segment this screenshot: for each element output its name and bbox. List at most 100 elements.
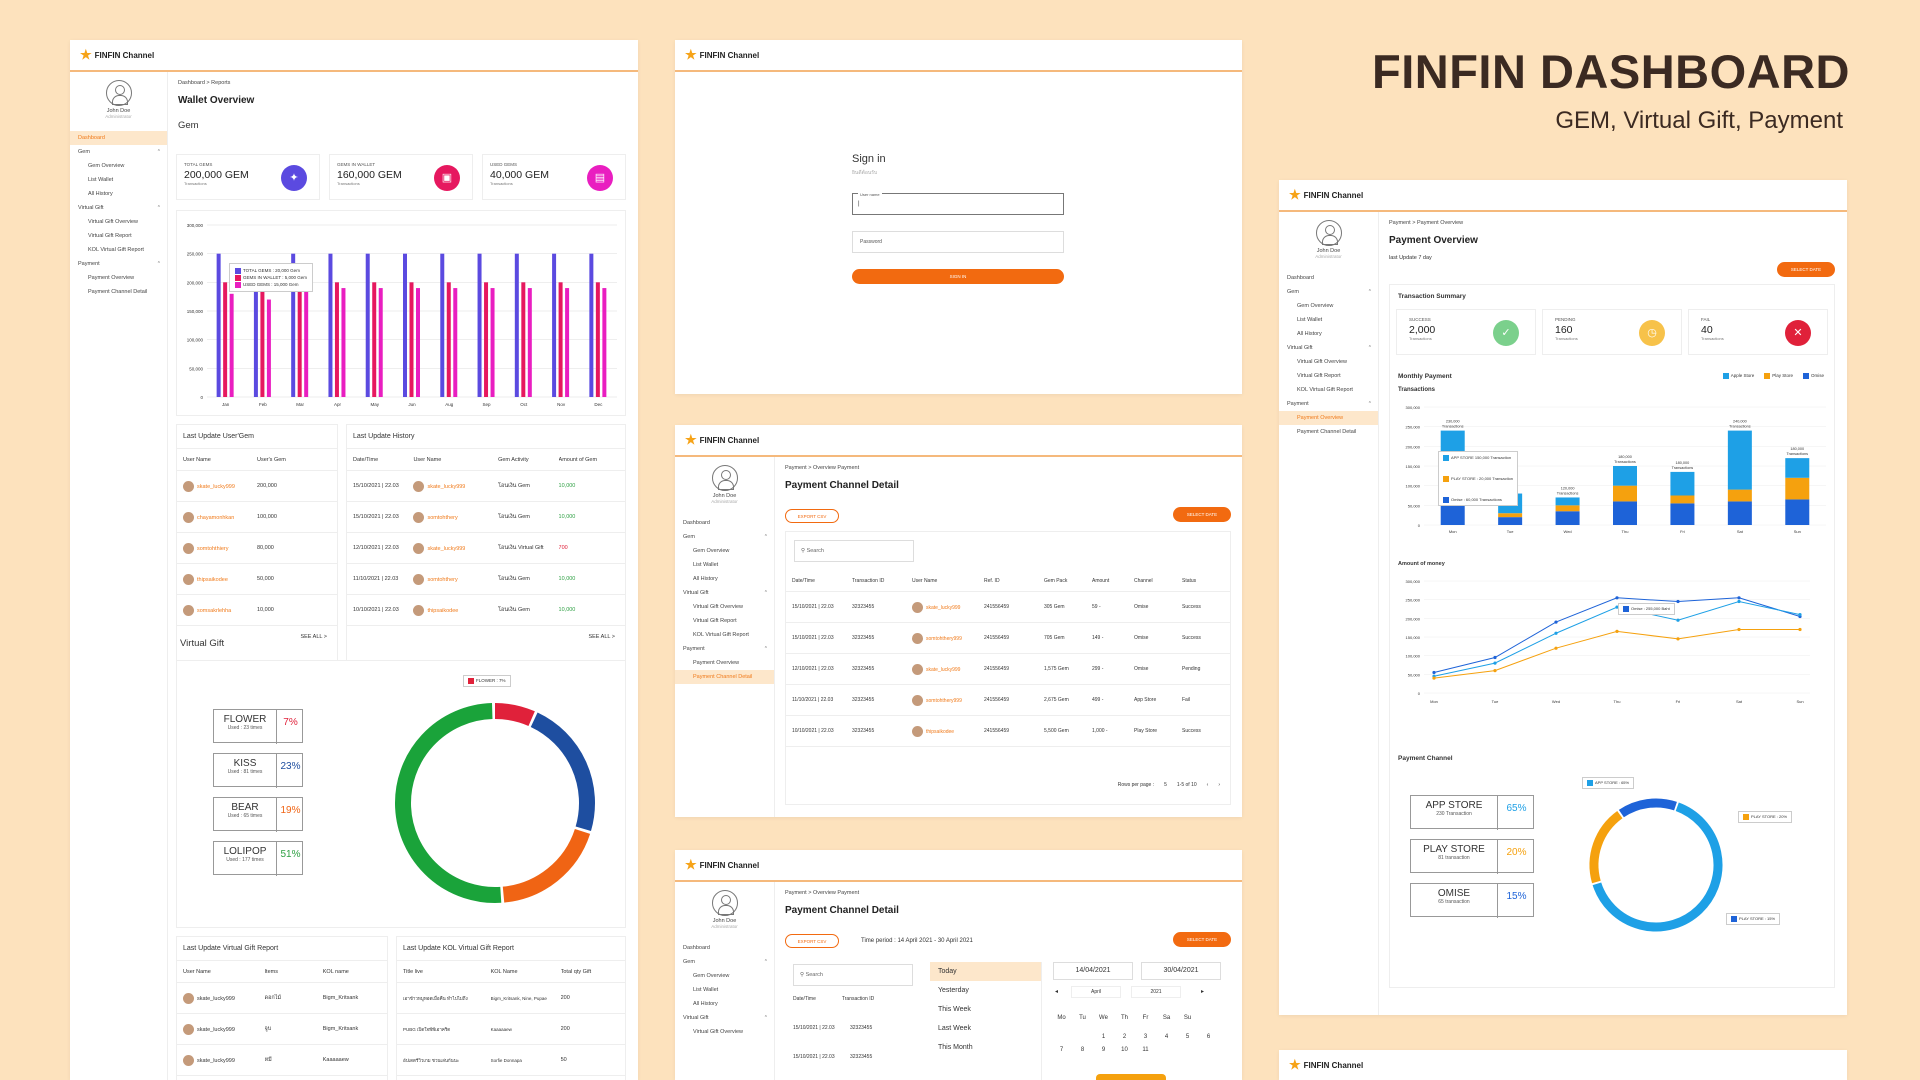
select-date-button[interactable]: SELECT DATE — [1777, 262, 1835, 277]
nav-vg-overview[interactable]: Virtual Gift Overview — [1297, 359, 1348, 365]
calendar-day[interactable]: 7 — [1059, 1047, 1064, 1053]
export-csv-button[interactable]: EXPORT CSV — [785, 509, 839, 523]
nav-all-history[interactable]: All History — [693, 576, 718, 582]
nav-vg-overview[interactable]: Virtual Gift Overview — [693, 604, 744, 610]
nav-payment[interactable]: Payment ⌃ — [1279, 397, 1378, 411]
col-header[interactable]: Transaction ID — [841, 996, 875, 1002]
user-link[interactable]: thipsaikodee — [197, 576, 228, 583]
nav-gem-overview[interactable]: Gem Overview — [88, 163, 125, 169]
nav-virtual-gift[interactable]: Virtual Gift ⌃ — [675, 586, 774, 600]
nav-payment-channel[interactable]: Payment Channel Detail — [1297, 429, 1357, 435]
nav-dashboard[interactable]: Dashboard — [683, 945, 710, 951]
nav-payment-channel[interactable]: Payment Channel Detail — [88, 289, 148, 295]
nav-dashboard[interactable]: Dashboard — [1287, 275, 1314, 281]
table-row[interactable]: somtohthiery 80,000 — [177, 533, 337, 564]
nav-gem-overview[interactable]: Gem Overview — [693, 548, 730, 554]
table-row[interactable]: 12/10/2021 | 22.03 skate_lucky999 โอนเงิน … — [347, 533, 625, 564]
table-row[interactable]: 10/10/2021 | 22.03 32323455 thipsaikodee 24… — [786, 716, 1230, 747]
quick-today[interactable]: Today — [930, 962, 1041, 981]
nav-virtual-gift[interactable]: Virtual Gift ⌃ — [675, 1011, 774, 1025]
chevron-left-icon[interactable]: ◂ — [1055, 989, 1059, 995]
nav-dashboard[interactable]: Dashboard — [683, 520, 710, 526]
user-link[interactable]: thipsaikodee — [427, 607, 459, 614]
avatar-icon[interactable] — [105, 80, 132, 106]
calendar-day[interactable]: 11 — [1142, 1047, 1149, 1053]
table-row[interactable]: 15/10/2021 | 22.03 32323455 somtohthery999… — [786, 623, 1230, 654]
search-input[interactable]: ⚲ Search — [794, 540, 914, 562]
nav-vg-overview[interactable]: Virtual Gift Overview — [693, 1029, 744, 1035]
nav-kol-report[interactable]: KOL Virtual Gift Report — [1297, 387, 1353, 393]
date-from-input[interactable]: 14/04/2021 — [1053, 962, 1133, 980]
nav-list-wallet[interactable]: List Wallet — [88, 177, 114, 183]
user-link[interactable]: somtohthery — [427, 514, 458, 521]
nav-list-wallet[interactable]: List Wallet — [693, 562, 719, 568]
user-link[interactable]: skate_lucky999 — [926, 604, 961, 611]
user-link[interactable]: skate_lucky999 — [197, 1026, 235, 1033]
chevron-right-icon[interactable]: ▸ — [1201, 989, 1205, 995]
table-row[interactable]: 11/10/2021 | 22.03 somtohthery โอนเงิน Gem… — [347, 564, 625, 595]
nav-payment-channel[interactable]: Payment Channel Detail — [675, 670, 774, 684]
calendar-day[interactable]: 5 — [1185, 1034, 1190, 1040]
select-date-button[interactable]: SELECT DATE — [1173, 932, 1231, 947]
calendar-day[interactable]: 9 — [1101, 1047, 1106, 1053]
nav-virtual-gift[interactable]: Virtual Gift ⌃ — [1279, 341, 1378, 355]
nav-virtual-gift[interactable]: Virtual Gift ⌃ — [70, 201, 167, 215]
calendar-day[interactable]: 4 — [1164, 1034, 1169, 1040]
calendar-day[interactable]: 2 — [1122, 1034, 1127, 1040]
table-row[interactable]: skate_lucky999 หมี Kaaaaaew — [177, 1045, 387, 1076]
user-link[interactable]: somtohthery999 — [926, 635, 962, 642]
see-all-link[interactable]: SEE ALL > — [588, 634, 615, 640]
nav-vg-report[interactable]: Virtual Gift Report — [88, 233, 132, 239]
user-link[interactable]: somtohthiery — [197, 545, 229, 552]
nav-list-wallet[interactable]: List Wallet — [1297, 317, 1323, 323]
calendar-day[interactable]: 10 — [1121, 1047, 1128, 1053]
chevron-left-icon[interactable]: ‹ — [1206, 782, 1209, 788]
col-header[interactable]: Transaction ID — [852, 577, 885, 584]
user-link[interactable]: skate_lucky999 — [427, 545, 466, 552]
rows-per-page-select[interactable]: 5 — [1164, 782, 1167, 788]
nav-kol-report[interactable]: KOL Virtual Gift Report — [693, 632, 749, 638]
see-all-link[interactable]: SEE ALL > — [300, 634, 327, 640]
table-row[interactable]: 10/10/2021 | 22.03 thipsaikodee โอนเงิน Ge… — [347, 595, 625, 626]
nav-gem[interactable]: Gem ⌃ — [1279, 285, 1378, 299]
chevron-right-icon[interactable]: › — [1218, 782, 1220, 788]
password-field[interactable]: Password — [852, 231, 1064, 253]
col-header[interactable]: Date/Time — [792, 577, 815, 584]
nav-payment-overview[interactable]: Payment Overview — [88, 275, 135, 281]
table-row[interactable]: skate_lucky999 จูบ Bigm_Kritsank — [177, 1014, 387, 1045]
table-row[interactable]: PUBG เปิดใจพีพีเอาคริด Kaaaaaew 200 — [397, 1014, 625, 1045]
user-link[interactable]: chayamonhkan — [197, 514, 235, 521]
table-row[interactable]: somsakrlehha 10,000 — [177, 595, 337, 626]
col-header[interactable]: Date/Time — [793, 996, 816, 1002]
user-link[interactable]: somtohthery — [427, 576, 458, 583]
breadcrumb[interactable]: Payment > Overview Payment — [785, 465, 860, 471]
user-link[interactable]: somtohthery999 — [926, 697, 962, 704]
nav-payment[interactable]: Payment ⌃ — [70, 257, 167, 271]
year-select[interactable]: 2021 — [1131, 986, 1181, 998]
nav-all-history[interactable]: All History — [693, 1001, 718, 1007]
user-link[interactable]: skate_lucky999 — [197, 995, 235, 1002]
calendar-day[interactable]: 6 — [1206, 1034, 1211, 1040]
username-field[interactable]: User name | — [852, 192, 1064, 215]
nav-payment[interactable]: Payment ⌃ — [675, 642, 774, 656]
breadcrumb[interactable]: Payment > Overview Payment — [785, 890, 860, 896]
table-row[interactable]: 11/10/2021 | 22.03 32323455 somtohthery999… — [786, 685, 1230, 716]
calendar-day[interactable]: 1 — [1101, 1034, 1106, 1040]
quick-this-week[interactable]: This Week — [938, 1006, 971, 1013]
table-row[interactable]: 15/10/2021 | 22.03 somtohthery โอนเงิน Gem… — [347, 502, 625, 533]
calendar-day[interactable]: 3 — [1143, 1034, 1148, 1040]
quick-yesterday[interactable]: Yesterday — [938, 987, 969, 994]
table-row[interactable]: thipsaikodee 50,000 — [177, 564, 337, 595]
nav-vg-report[interactable]: Virtual Gift Report — [693, 618, 737, 624]
avatar-icon[interactable] — [711, 890, 738, 916]
col-header[interactable]: User Name — [912, 577, 938, 584]
nav-dashboard[interactable]: Dashboard — [70, 131, 167, 145]
table-row[interactable]: 12/10/2021 | 22.03 32323455 skate_lucky999… — [786, 654, 1230, 685]
nav-gem[interactable]: Gem ⌃ — [70, 145, 167, 159]
calendar-day[interactable]: 8 — [1080, 1047, 1085, 1053]
quick-this-month[interactable]: This Month — [938, 1044, 973, 1051]
avatar-icon[interactable] — [711, 465, 738, 491]
user-link[interactable]: skate_lucky999 — [197, 483, 235, 490]
nav-gem-overview[interactable]: Gem Overview — [1297, 303, 1334, 309]
user-link[interactable]: skate_lucky999 — [197, 1057, 235, 1064]
